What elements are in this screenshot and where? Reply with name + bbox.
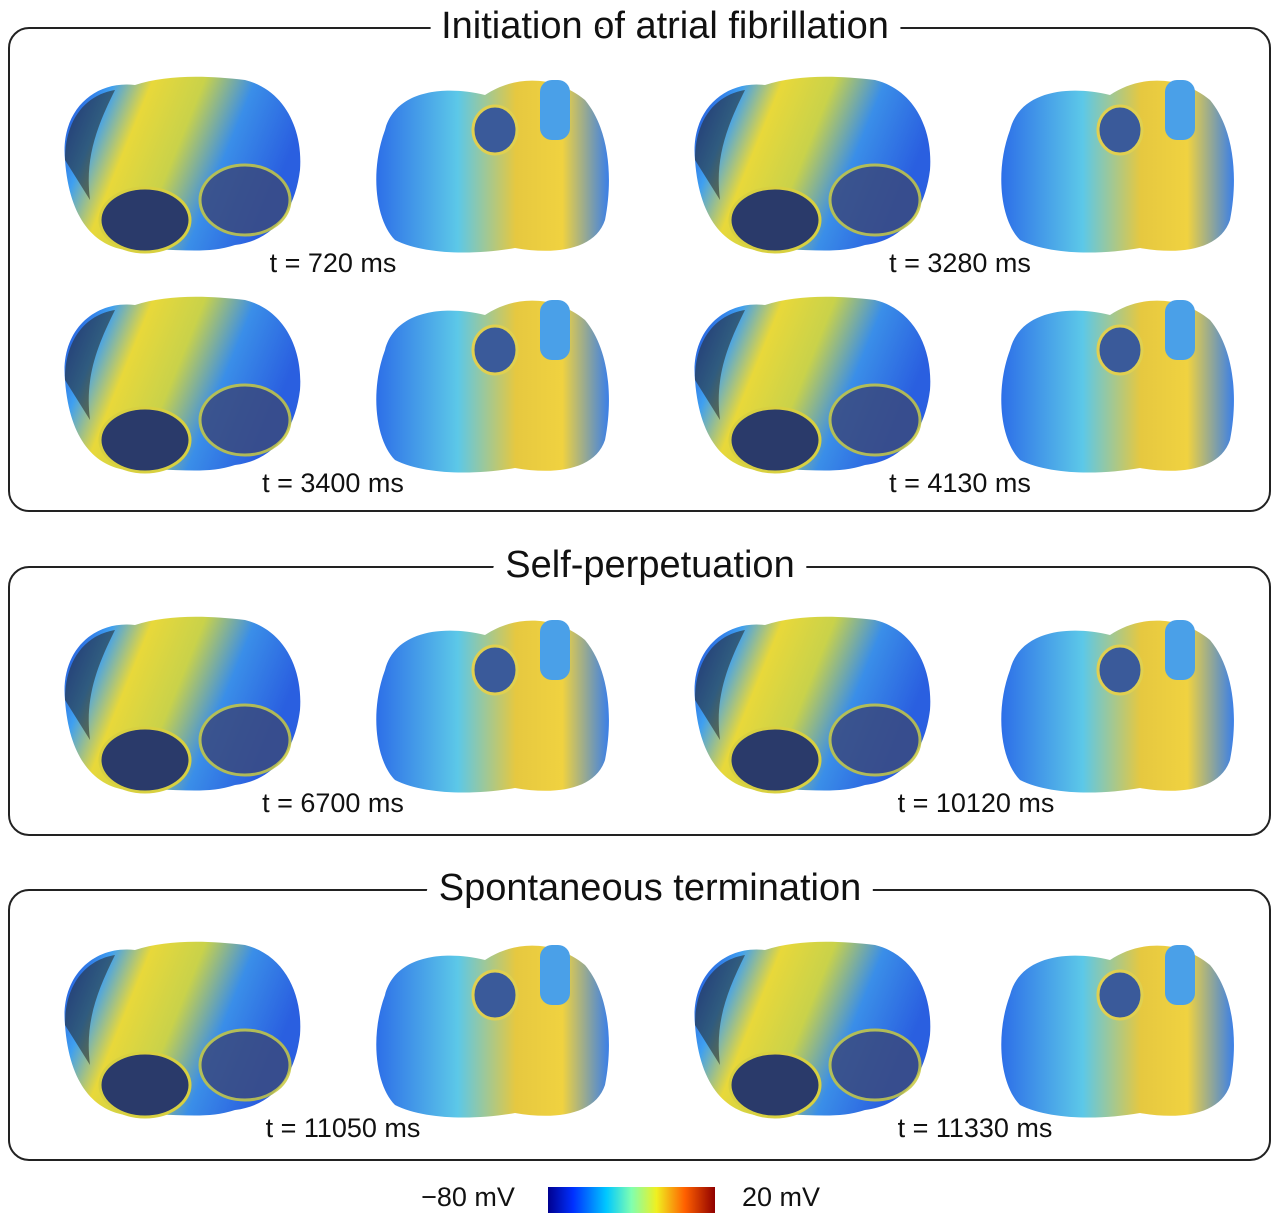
heart-render-front — [65, 617, 301, 792]
heart-render-front — [695, 942, 931, 1117]
figure: Initiation of atrial fibrillation t = 720… — [0, 0, 1277, 1215]
heart-render-back — [1001, 300, 1234, 473]
colorbar-min-label: −80 mV — [421, 1182, 515, 1212]
heart-render-back — [376, 945, 609, 1118]
section-title: Self-perpetuation — [505, 544, 794, 586]
time-label: t = 720 ms — [270, 248, 397, 278]
heart-render-back — [1001, 945, 1234, 1118]
heart-render-back — [1001, 80, 1234, 253]
heart-render-front — [65, 77, 301, 252]
time-label: t = 3280 ms — [889, 248, 1031, 278]
heart-render-back — [376, 300, 609, 473]
time-label: t = 10120 ms — [898, 788, 1055, 818]
section-title: Initiation of atrial fibrillation — [441, 5, 889, 47]
heart-render-back — [376, 80, 609, 253]
time-label: t = 11050 ms — [266, 1113, 421, 1143]
heart-render-back — [376, 620, 609, 793]
time-label: t = 6700 ms — [262, 788, 404, 818]
colorbar-max-label: 20 mV — [742, 1182, 820, 1212]
heart-render-front — [695, 77, 931, 252]
section-title: Spontaneous termination — [439, 867, 862, 909]
time-label: t = 11330 ms — [898, 1113, 1053, 1143]
time-label: t = 3400 ms — [262, 468, 404, 498]
colorbar — [548, 1187, 715, 1213]
heart-render-front — [65, 297, 301, 472]
heart-render-back — [1001, 620, 1234, 793]
time-label: t = 4130 ms — [889, 468, 1031, 498]
heart-render-front — [695, 297, 931, 472]
heart-render-front — [65, 942, 301, 1117]
heart-render-front — [695, 617, 931, 792]
